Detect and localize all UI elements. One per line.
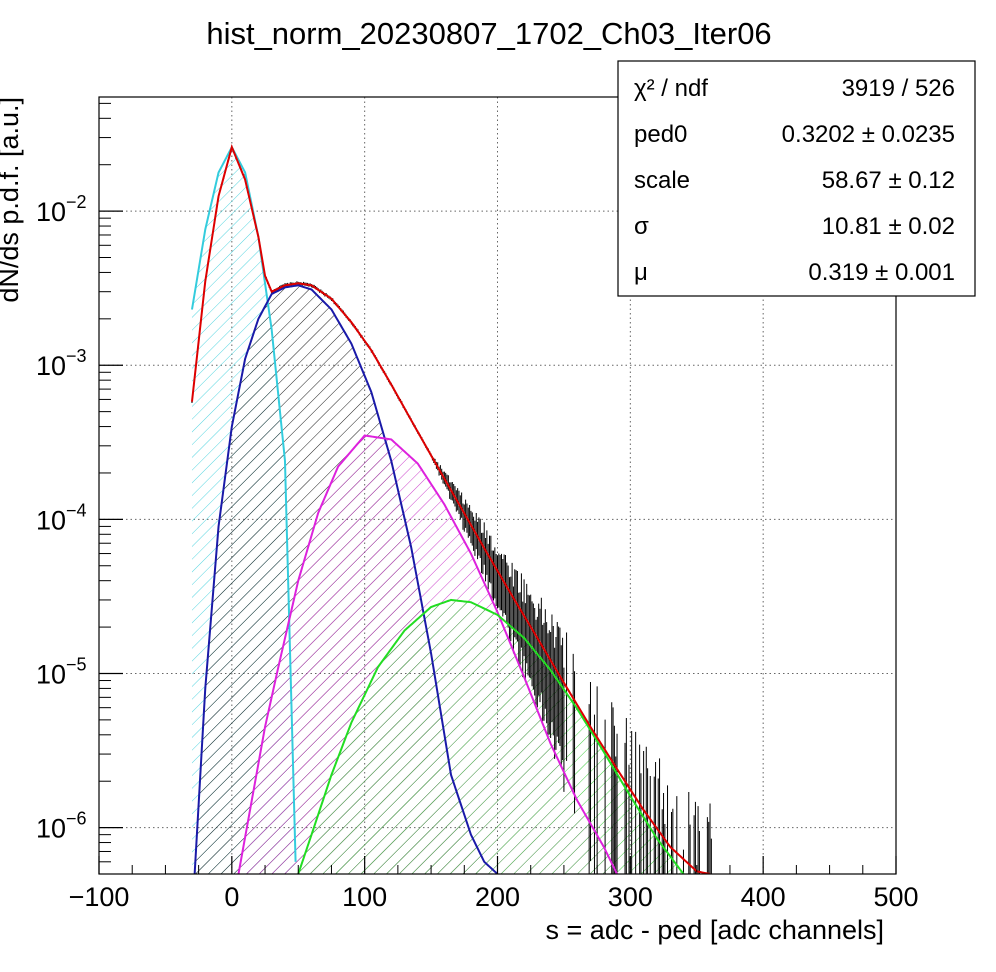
x-tick-label: 400: [741, 882, 786, 912]
x-axis-title: s = adc - ped [adc channels]: [546, 915, 884, 945]
x-tick-label: 300: [608, 882, 653, 912]
component-curve-3: [297, 598, 685, 874]
stats-value: 0.3202 ± 0.0235: [782, 121, 955, 148]
stats-box: χ² / ndf 3919 / 526 ped0 0.3202 ± 0.0235 sca…: [617, 60, 976, 297]
stats-label: ped0: [634, 121, 687, 148]
y-axis-title: dN/ds p.d.f. [a.u.]: [0, 97, 24, 303]
x-tick-label: 100: [342, 882, 387, 912]
y-tick-label: 10−5: [36, 654, 87, 689]
y-tick-label: 10−3: [36, 346, 87, 381]
x-tick-label: −100: [69, 882, 130, 912]
stats-label: χ² / ndf: [634, 75, 708, 102]
component-curve-0: [190, 144, 297, 862]
stats-label: σ: [634, 213, 649, 240]
component-fill-3: [298, 599, 684, 874]
stats-label: μ: [634, 259, 648, 286]
axis-ticks: −100 0 100 200 300 400 500 10−6 10−5 10−4 10−3 10−2: [36, 102, 919, 912]
x-tick-label: 500: [873, 882, 918, 912]
component-curves: [190, 144, 685, 874]
fit-curve-layer: [190, 144, 711, 874]
y-tick-label: 10−2: [36, 192, 87, 227]
fit-curve: [190, 144, 711, 874]
y-tick-label: 10−4: [36, 500, 87, 535]
component-curve-2: [237, 434, 618, 874]
stats-value: 0.319 ± 0.001: [808, 259, 955, 286]
stats-label: scale: [634, 167, 690, 194]
component-curve-1: [193, 284, 499, 874]
x-tick-label: 0: [224, 882, 239, 912]
component-fills: [191, 147, 684, 874]
stats-value: 10.81 ± 0.02: [822, 213, 955, 240]
x-tick-label: 200: [475, 882, 520, 912]
stats-value: 3919 / 526: [842, 75, 955, 102]
stats-value: 58.67 ± 0.12: [822, 167, 955, 194]
chart-title: hist_norm_20230807_1702_Ch03_Iter06: [206, 16, 771, 51]
y-tick-label: 10−6: [36, 809, 87, 844]
